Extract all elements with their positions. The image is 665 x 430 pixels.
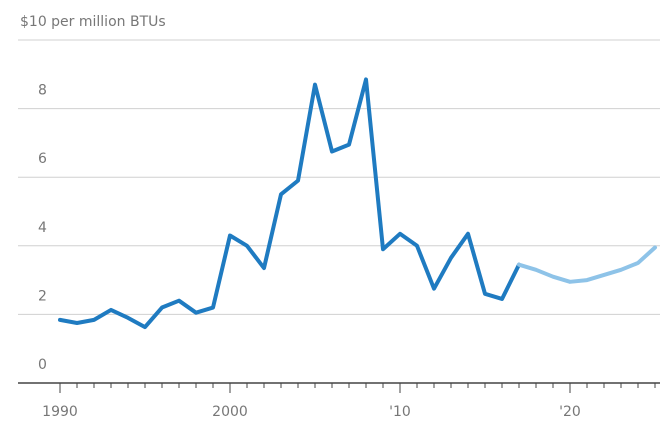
- y-tick-label: 6: [38, 151, 47, 167]
- y-tick-label: 4: [38, 220, 47, 236]
- x-tick-label: 2000: [212, 404, 248, 420]
- y-tick-label: $10 per million BTUs: [20, 14, 166, 30]
- series-line: [517, 245, 657, 284]
- y-tick-label: 2: [38, 288, 47, 304]
- x-tick-label: '20: [559, 404, 581, 420]
- y-tick-label: 8: [38, 83, 47, 99]
- x-tick-label: 1990: [42, 404, 78, 420]
- y-tick-label: 0: [38, 357, 47, 373]
- series-line: [58, 77, 521, 330]
- x-tick-label: '10: [389, 404, 411, 420]
